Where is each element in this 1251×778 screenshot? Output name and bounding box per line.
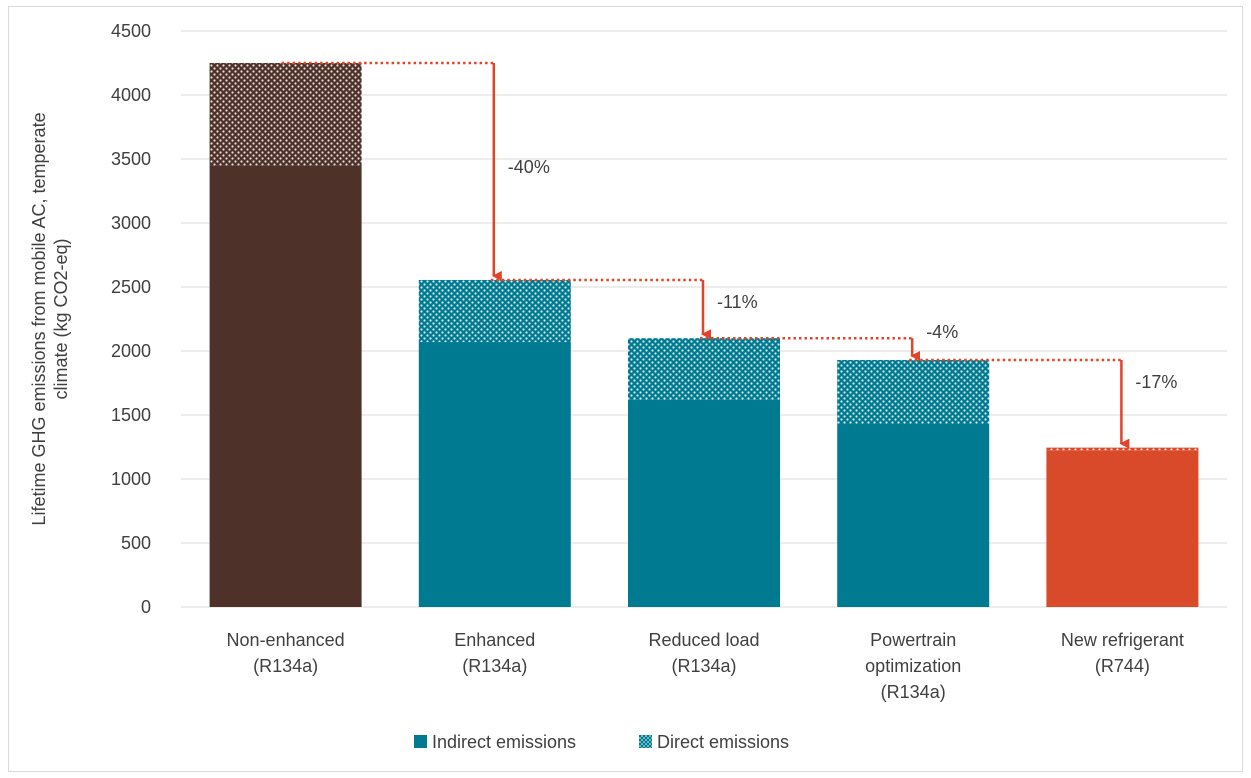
legend-label-direct: Direct emissions xyxy=(657,732,789,752)
bar-direct-emissions xyxy=(418,279,571,343)
bar-indirect-emissions xyxy=(418,342,571,607)
legend-swatch-direct xyxy=(639,735,652,748)
bar-direct-emissions xyxy=(628,338,780,400)
bars xyxy=(209,63,1199,607)
y-axis-title: Lifetime GHG emissions from mobile AC, t… xyxy=(29,112,71,525)
x-tick-label: New refrigerant xyxy=(1061,630,1184,650)
y-tick-label: 1500 xyxy=(111,405,151,425)
bar-direct-emissions xyxy=(209,63,362,166)
y-tick-label: 4000 xyxy=(111,85,151,105)
reduction-label: -17% xyxy=(1135,372,1177,392)
x-tick-label: Reduced load xyxy=(648,630,759,650)
x-tick-label: (R134a) xyxy=(462,656,527,676)
bar-direct-emissions xyxy=(1046,447,1199,451)
y-tick-label: 4500 xyxy=(111,21,151,41)
bar-indirect-emissions xyxy=(1046,450,1199,607)
bar-indirect-emissions xyxy=(837,423,990,607)
x-tick-label: (R134a) xyxy=(253,656,318,676)
y-tick-label: 1000 xyxy=(111,469,151,489)
x-tick-label: (R134a) xyxy=(671,656,736,676)
y-tick-label: 500 xyxy=(121,533,151,553)
x-tick-label: (R744) xyxy=(1095,656,1150,676)
y-axis-title-group: Lifetime GHG emissions from mobile AC, t… xyxy=(29,112,71,525)
stacked-bar-chart: 0 500 1000 1500 2000 2500 3000 3500 4000 4500 Lif… xyxy=(29,21,1227,752)
bar-indirect-emissions xyxy=(209,165,362,607)
legend: Indirect emissions Direct emissions xyxy=(414,732,789,752)
y-axis-ticks: 0 500 1000 1500 2000 2500 3000 3500 4000 4500 xyxy=(111,21,151,617)
reduction-annotations: -40% -11% -4% -17% xyxy=(281,61,1177,449)
y-tick-label: 0 xyxy=(141,597,151,617)
x-tick-label: optimization xyxy=(865,656,961,676)
x-tick-label: Powertrain xyxy=(870,630,956,650)
y-axis-title-line: Lifetime GHG emissions from mobile AC, t… xyxy=(29,112,49,525)
legend-swatch-indirect xyxy=(414,735,427,748)
y-axis-title-line: climate (kg CO2-eq) xyxy=(51,238,71,399)
y-tick-label: 3000 xyxy=(111,213,151,233)
y-tick-label: 3500 xyxy=(111,149,151,169)
y-tick-label: 2500 xyxy=(111,277,151,297)
x-tick-label: Enhanced xyxy=(454,630,535,650)
x-tick-label: Non-enhanced xyxy=(227,630,345,650)
y-tick-label: 2000 xyxy=(111,341,151,361)
bar-indirect-emissions xyxy=(628,399,780,607)
bar-direct-emissions xyxy=(837,359,990,424)
chart-frame: 0 500 1000 1500 2000 2500 3000 3500 4000 4500 Lif… xyxy=(8,6,1243,772)
reduction-label: -40% xyxy=(508,157,550,177)
reduction-label: -4% xyxy=(926,322,958,342)
x-axis-labels: Non-enhanced (R134a) Enhanced (R134a) Reduce… xyxy=(227,630,1184,702)
x-tick-label: (R134a) xyxy=(881,682,946,702)
reduction-label: -11% xyxy=(717,292,758,312)
legend-label-indirect: Indirect emissions xyxy=(432,732,576,752)
